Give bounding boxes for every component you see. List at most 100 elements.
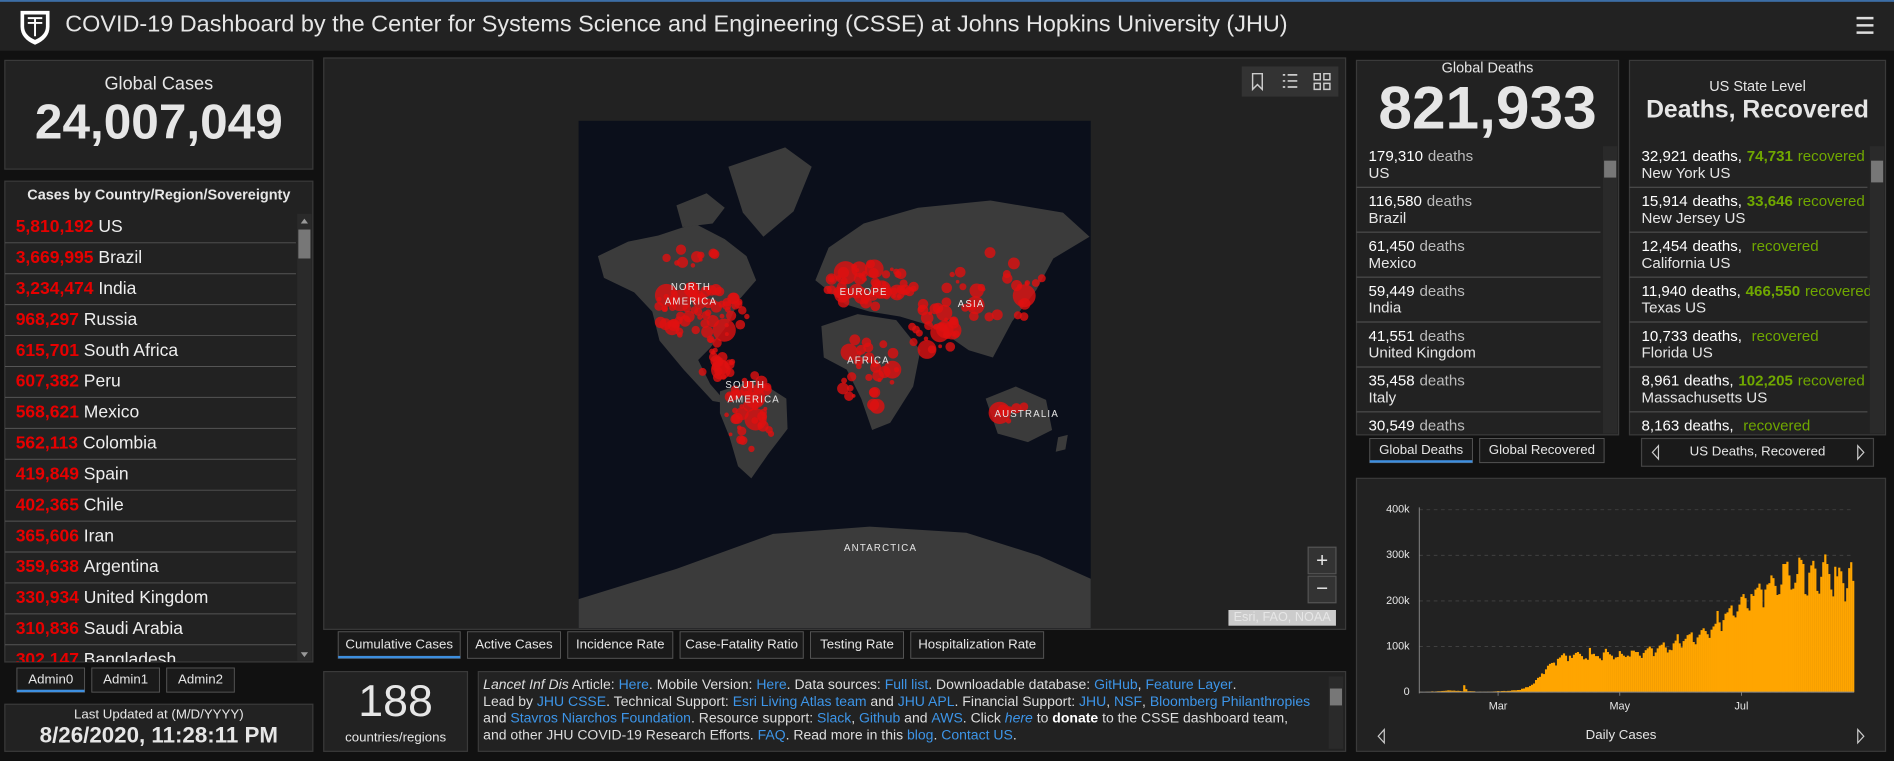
basemap-icon[interactable]: [1313, 72, 1331, 91]
state-place[interactable]: Texas US: [1642, 300, 1707, 317]
death-entry[interactable]: 59,449 deaths: [1369, 283, 1465, 300]
case-bubble[interactable]: [743, 399, 755, 412]
state-deaths[interactable]: 8,163: [1642, 418, 1680, 435]
info-link[interactable]: Contact US: [941, 726, 1013, 742]
death-place[interactable]: Mexico: [1369, 255, 1417, 272]
case-bubble[interactable]: [968, 302, 977, 311]
state-recovered-unit[interactable]: recovered: [1798, 373, 1865, 390]
death-place[interactable]: Brazil: [1369, 210, 1407, 227]
state-deaths-unit[interactable]: deaths,: [1691, 283, 1740, 300]
case-bubble[interactable]: [726, 310, 737, 321]
scrollbar-thumb[interactable]: [1604, 160, 1617, 178]
country-cases[interactable]: 330,934: [16, 587, 80, 607]
country-cases[interactable]: 562,113: [16, 432, 79, 452]
case-bubble[interactable]: [908, 322, 917, 331]
state-deaths-unit[interactable]: deaths,: [1693, 193, 1742, 210]
case-bubble[interactable]: [730, 414, 741, 425]
zoom-in-button[interactable]: [1307, 546, 1337, 575]
case-bubble[interactable]: [945, 341, 956, 352]
tab-label[interactable]: Global Recovered: [1489, 442, 1595, 457]
case-bubble[interactable]: [675, 244, 687, 255]
country-cases[interactable]: 3,669,995: [16, 247, 94, 267]
country-entry[interactable]: 365,606 Iran: [16, 525, 114, 545]
case-bubble[interactable]: [690, 263, 696, 268]
country-entry[interactable]: 359,638 Argentina: [16, 556, 159, 576]
state-deaths-unit[interactable]: deaths,: [1684, 418, 1733, 435]
death-place[interactable]: US: [1369, 165, 1390, 182]
info-link[interactable]: JHU CSSE: [537, 693, 606, 709]
country-name[interactable]: India: [98, 278, 136, 298]
state-deaths[interactable]: 10,733: [1642, 328, 1688, 345]
case-bubble[interactable]: [761, 416, 766, 420]
case-bubble[interactable]: [748, 391, 758, 402]
case-bubble[interactable]: [941, 297, 952, 308]
case-bubble[interactable]: [923, 336, 929, 341]
case-bubble[interactable]: [757, 411, 768, 422]
tab-label[interactable]: Hospitalization Rate: [918, 637, 1036, 652]
death-entry[interactable]: 30,549 deaths: [1369, 418, 1465, 435]
case-bubble[interactable]: [933, 324, 939, 330]
scrollbar-thumb[interactable]: [1329, 688, 1342, 706]
case-bubble[interactable]: [941, 282, 953, 294]
state-entry[interactable]: 8,961 deaths, 102,205 recovered: [1642, 373, 1865, 390]
tab[interactable]: [166, 667, 235, 693]
tab-label[interactable]: Incidence Rate: [576, 637, 665, 652]
tab-label[interactable]: Admin1: [103, 672, 148, 687]
case-bubble[interactable]: [861, 337, 872, 348]
death-entry[interactable]: 41,551 deaths: [1369, 328, 1465, 345]
country-cases[interactable]: 568,621: [16, 401, 80, 421]
case-bubble[interactable]: [698, 367, 707, 376]
case-bubble[interactable]: [710, 283, 722, 296]
info-link[interactable]: Slack: [817, 709, 852, 725]
case-bubble[interactable]: [924, 321, 934, 331]
case-bubble[interactable]: [837, 382, 849, 395]
country-entry[interactable]: 568,621 Mexico: [16, 401, 140, 421]
tab[interactable]: [679, 631, 804, 659]
info-link[interactable]: blog: [907, 726, 933, 742]
country-cases[interactable]: 310,836: [16, 618, 80, 638]
tab-label[interactable]: Testing Rate: [820, 637, 894, 652]
case-bubble[interactable]: [712, 347, 718, 353]
death-unit[interactable]: deaths: [1420, 238, 1465, 255]
case-bubble[interactable]: [701, 325, 714, 338]
case-bubble[interactable]: [1011, 403, 1022, 414]
country-name[interactable]: South Africa: [84, 339, 179, 359]
tab-label[interactable]: Case-Fatality Ratio: [685, 637, 798, 652]
case-bubble[interactable]: [1019, 402, 1029, 412]
case-bubble[interactable]: [847, 384, 854, 392]
case-bubble[interactable]: [881, 270, 891, 279]
info-link[interactable]: Full list: [885, 676, 929, 692]
state-entry[interactable]: 8,163 deaths, recovered: [1642, 418, 1811, 435]
case-bubble[interactable]: [760, 384, 767, 390]
case-bubble[interactable]: [750, 371, 760, 380]
info-link[interactable]: here: [1005, 709, 1033, 725]
case-bubble[interactable]: [1007, 257, 1020, 270]
zoom-out-label[interactable]: −: [1316, 577, 1328, 600]
death-unit[interactable]: deaths: [1420, 418, 1465, 435]
death-entry[interactable]: 61,450 deaths: [1369, 238, 1465, 255]
case-bubble[interactable]: [889, 267, 894, 272]
info-link[interactable]: GitHub: [1094, 676, 1138, 692]
case-bubble[interactable]: [952, 330, 960, 338]
case-bubble[interactable]: [698, 257, 703, 262]
country-name[interactable]: Mexico: [84, 401, 139, 421]
case-bubble[interactable]: [751, 417, 759, 424]
case-bubble[interactable]: [917, 304, 929, 316]
state-entry[interactable]: 10,733 deaths, recovered: [1642, 328, 1819, 345]
death-place[interactable]: Italy: [1369, 390, 1397, 407]
tab-label[interactable]: Cumulative Cases: [345, 637, 453, 652]
info-link[interactable]: Esri Living Atlas team: [733, 693, 867, 709]
case-bubble[interactable]: [837, 295, 850, 308]
case-bubble[interactable]: [879, 340, 888, 349]
tab[interactable]: [1479, 437, 1605, 464]
info-link[interactable]: NSF: [1114, 693, 1142, 709]
country-name[interactable]: Bangladesh: [84, 649, 176, 669]
state-recovered-unit[interactable]: recovered: [1752, 328, 1819, 345]
case-bubble[interactable]: [1019, 312, 1029, 321]
country-entry[interactable]: 562,113 Colombia: [16, 432, 157, 452]
country-cases[interactable]: 607,382: [16, 370, 80, 390]
info-link[interactable]: Stavros Niarchos Foundation: [510, 709, 691, 725]
death-count[interactable]: 41,551: [1369, 328, 1415, 345]
country-cases[interactable]: 615,701: [16, 339, 80, 359]
info-link[interactable]: Bloomberg Philanthropies: [1150, 693, 1310, 709]
